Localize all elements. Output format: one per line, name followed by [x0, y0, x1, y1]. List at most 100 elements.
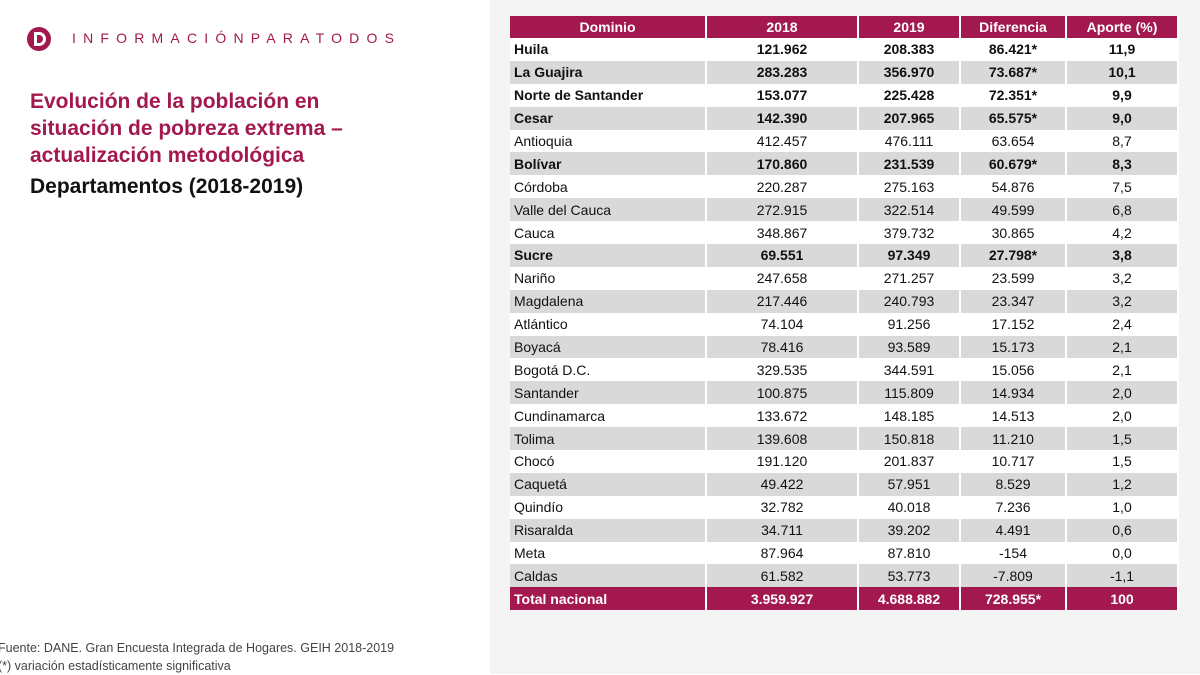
cell: 15.056 [960, 358, 1067, 382]
cell: Chocó [510, 450, 707, 473]
cell: 34.711 [706, 518, 859, 542]
cell: 272.915 [706, 198, 859, 222]
cell: 275.163 [858, 175, 961, 199]
cell: 225.428 [858, 83, 961, 107]
cell: 93.589 [858, 335, 961, 359]
cell: -7.809 [960, 564, 1067, 588]
column-header: Aporte (%) [1066, 16, 1179, 38]
table-row: Tolima 139.608 150.818 11.210 1,5 [510, 427, 1179, 451]
cell: 14.513 [960, 404, 1067, 428]
table-row: Cundinamarca 133.672 148.185 14.513 2,0 [510, 404, 1179, 428]
total-cell: 100 [1066, 587, 1179, 611]
table-row: Caquetá 49.422 57.951 8.529 1,2 [510, 472, 1179, 496]
cell: 91.256 [858, 312, 961, 336]
cell: Valle del Cauca [510, 198, 707, 222]
table-row: Cauca 348.867 379.732 30.865 4,2 [510, 221, 1179, 245]
total-cell: 728.955* [960, 587, 1067, 611]
cell: Santander [510, 381, 707, 405]
subtitle: Departamentos (2018-2019) [30, 175, 304, 198]
cell: 40.018 [858, 495, 961, 519]
cell: 217.446 [706, 289, 859, 313]
cell: 476.111 [858, 129, 961, 153]
cell: 49.599 [960, 198, 1067, 222]
cell: 356.970 [858, 60, 961, 84]
cell: 148.185 [858, 404, 961, 428]
table-row: Santander 100.875 115.809 14.934 2,0 [510, 381, 1179, 405]
cell: 2,1 [1066, 358, 1179, 382]
cell: 87.810 [858, 541, 961, 565]
cell: 8.529 [960, 472, 1067, 496]
cell: Bogotá D.C. [510, 358, 707, 382]
cell: 170.860 [706, 152, 859, 176]
title: Evolución de la población en situación de… [30, 88, 343, 169]
table-row: Bogotá D.C. 329.535 344.591 15.056 2,1 [510, 358, 1179, 382]
cell: 9,0 [1066, 106, 1179, 130]
cell: 8,7 [1066, 129, 1179, 153]
table-row: Chocó 191.120 201.837 10.717 1,5 [510, 450, 1179, 473]
cell: 74.104 [706, 312, 859, 336]
cell: 0,6 [1066, 518, 1179, 542]
table-row: Bolívar 170.860 231.539 60.679* 8,3 [510, 152, 1179, 176]
footnote: (*) variación estadísticamente significa… [0, 659, 231, 673]
column-header: Dominio [510, 16, 707, 38]
cell: 69.551 [706, 244, 859, 267]
table-row: Antioquia 412.457 476.111 63.654 8,7 [510, 129, 1179, 153]
cell: 6,8 [1066, 198, 1179, 222]
table-row: Quindío 32.782 40.018 7.236 1,0 [510, 495, 1179, 519]
cell: 329.535 [706, 358, 859, 382]
cell: 11,9 [1066, 38, 1179, 61]
title-line: actualización metodológica [30, 144, 305, 167]
cell: Bolívar [510, 152, 707, 176]
cell: 10.717 [960, 450, 1067, 473]
cell: Sucre [510, 244, 707, 267]
cell: 8,3 [1066, 152, 1179, 176]
cell: Córdoba [510, 175, 707, 199]
cell: 39.202 [858, 518, 961, 542]
cell: 14.934 [960, 381, 1067, 405]
cell: 1,5 [1066, 450, 1179, 473]
cell: 10,1 [1066, 60, 1179, 84]
table-row: Risaralda 34.711 39.202 4.491 0,6 [510, 518, 1179, 542]
cell: 17.152 [960, 312, 1067, 336]
cell: 86.421* [960, 38, 1067, 61]
cell: 2,0 [1066, 404, 1179, 428]
cell: Caquetá [510, 472, 707, 496]
cell: 2,0 [1066, 381, 1179, 405]
total-cell: 3.959.927 [706, 587, 859, 611]
cell: 4.491 [960, 518, 1067, 542]
cell: 15.173 [960, 335, 1067, 359]
cell: 121.962 [706, 38, 859, 61]
cell: 61.582 [706, 564, 859, 588]
cell: 3,8 [1066, 244, 1179, 267]
cell: 191.120 [706, 450, 859, 473]
cell: 207.965 [858, 106, 961, 130]
cell: -1,1 [1066, 564, 1179, 588]
cell: 348.867 [706, 221, 859, 245]
cell: 87.964 [706, 541, 859, 565]
cell: 53.773 [858, 564, 961, 588]
total-cell: Total nacional [510, 587, 707, 611]
cell: 2,4 [1066, 312, 1179, 336]
cell: 3,2 [1066, 266, 1179, 290]
cell: 2,1 [1066, 335, 1179, 359]
cell: 4,2 [1066, 221, 1179, 245]
table-row: Córdoba 220.287 275.163 54.876 7,5 [510, 175, 1179, 199]
table-row: Cesar 142.390 207.965 65.575* 9,0 [510, 106, 1179, 130]
cell: 247.658 [706, 266, 859, 290]
column-header: Diferencia [960, 16, 1067, 38]
cell: Cundinamarca [510, 404, 707, 428]
cell: Nariño [510, 266, 707, 290]
cell: 240.793 [858, 289, 961, 313]
cell: 220.287 [706, 175, 859, 199]
cell: 63.654 [960, 129, 1067, 153]
table-row: Norte de Santander 153.077 225.428 72.351* 9… [510, 83, 1179, 107]
column-header: 2018 [706, 16, 859, 38]
footnote: Fuente: DANE. Gran Encuesta Integrada de… [0, 641, 395, 655]
cell: 7.236 [960, 495, 1067, 519]
cell: 0,0 [1066, 541, 1179, 565]
title-line: Evolución de la población en [30, 90, 320, 113]
cell: 65.575* [960, 106, 1067, 130]
logo [27, 27, 51, 51]
cell: 23.599 [960, 266, 1067, 290]
